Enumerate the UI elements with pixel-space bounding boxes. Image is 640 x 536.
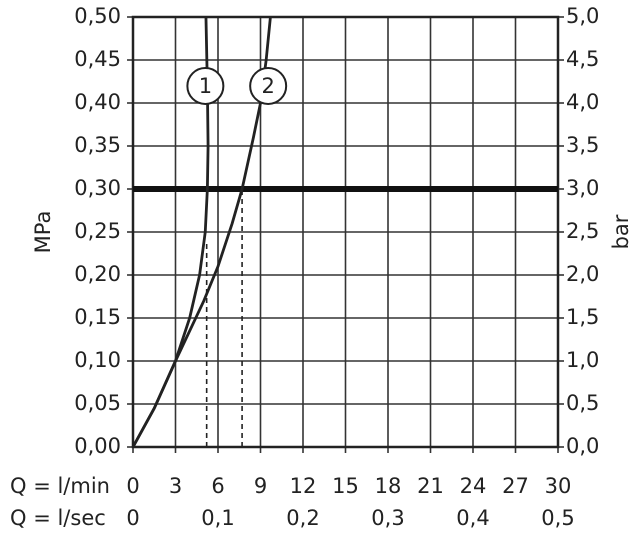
x-tick-label: 3 [169, 474, 182, 498]
y2-tick-label: 4,0 [566, 90, 599, 114]
y2-tick-label: 0,5 [566, 391, 599, 415]
y2-tick-label: 2,0 [566, 262, 599, 286]
y2-tick-label: 4,5 [566, 47, 599, 71]
y2-tick-label: 3,0 [566, 176, 599, 200]
x-tick-label: 18 [375, 474, 402, 498]
y2-tick-label: 1,5 [566, 305, 599, 329]
y-tick-label: 0,00 [74, 434, 121, 458]
y2-tick-label: 3,5 [566, 133, 599, 157]
x-axis-label: Q = l/min [10, 474, 110, 498]
y-tick-label: 0,20 [74, 262, 121, 286]
x-tick-label: 6 [211, 474, 224, 498]
y-tick-label: 0,25 [74, 219, 121, 243]
series-label: 2 [261, 74, 274, 98]
x2-tick-label: 0,1 [201, 506, 234, 530]
y2-axis-label: bar [609, 214, 633, 249]
y-tick-label: 0,30 [74, 176, 121, 200]
y-tick-label: 0,40 [74, 90, 121, 114]
y2-tick-label: 2,5 [566, 219, 599, 243]
series-marker-circle [186, 67, 225, 105]
x-tick-label: 0 [126, 474, 139, 498]
y2-tick-label: 0,0 [566, 434, 599, 458]
y-tick-label: 0,45 [74, 47, 121, 71]
series-marker-circle [249, 67, 288, 105]
x-tick-label: 12 [290, 474, 317, 498]
x-tick-label: 27 [502, 474, 529, 498]
x2-tick-label: 0,2 [286, 506, 319, 530]
x2-tick-label: 0,4 [456, 506, 489, 530]
y-tick-label: 0,35 [74, 133, 121, 157]
y-tick-label: 0,50 [74, 4, 121, 28]
x-tick-label: 9 [254, 474, 267, 498]
x-tick-label: 21 [417, 474, 444, 498]
x2-tick-label: 0 [126, 506, 139, 530]
y2-tick-label: 1,0 [566, 348, 599, 372]
x-tick-label: 30 [545, 474, 572, 498]
x2-tick-label: 0,3 [371, 506, 404, 530]
x-tick-label: 24 [460, 474, 487, 498]
y2-tick-label: 5,0 [566, 4, 599, 28]
x2-axis-label: Q = l/sec [10, 506, 106, 530]
y-tick-label: 0,15 [74, 305, 121, 329]
y-tick-label: 0,05 [74, 391, 121, 415]
x-tick-label: 15 [332, 474, 359, 498]
series-label: 1 [199, 74, 212, 98]
plot-frame [131, 15, 560, 449]
y-axis-label: MPa [31, 211, 55, 254]
y-tick-label: 0,10 [74, 348, 121, 372]
x2-tick-label: 0,5 [541, 506, 574, 530]
